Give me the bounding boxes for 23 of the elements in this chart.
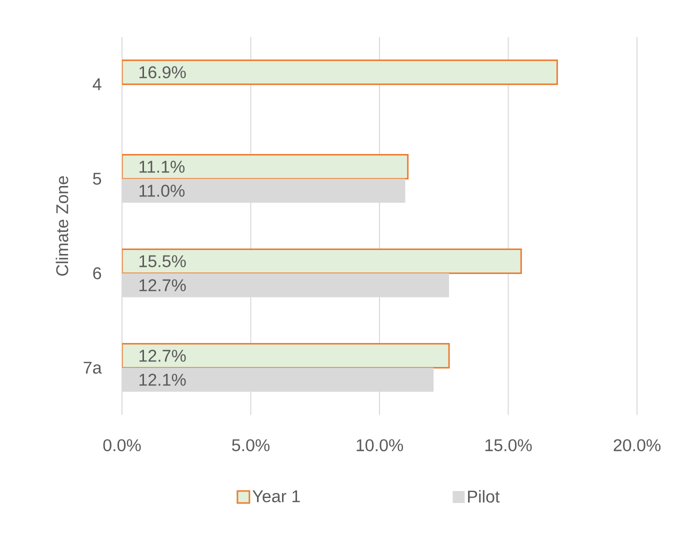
y-tick-label: 6 bbox=[93, 267, 102, 280]
y-tick-label: 5 bbox=[93, 172, 102, 185]
legend-label: Pilot bbox=[468, 490, 500, 503]
data-label: 12.7% bbox=[139, 279, 186, 292]
bar bbox=[122, 343, 450, 369]
data-label: 12.1% bbox=[139, 374, 186, 386]
data-label: 12.7% bbox=[139, 350, 186, 362]
legend-label: Year 1 bbox=[252, 490, 300, 502]
bar bbox=[122, 248, 522, 274]
y-tick-label: 7a bbox=[84, 362, 102, 374]
bar bbox=[122, 154, 409, 180]
data-label: 15.5% bbox=[139, 255, 186, 268]
y-tick-label: 4 bbox=[92, 78, 102, 90]
data-label: 11.1% bbox=[139, 160, 185, 173]
x-tick-label: 10.0% bbox=[356, 439, 403, 452]
bar bbox=[122, 60, 558, 86]
data-label: 16.9% bbox=[139, 66, 186, 78]
x-tick-label: 5.0% bbox=[232, 439, 270, 452]
x-tick-label: 0.0% bbox=[103, 439, 141, 452]
x-tick-label: 20.0% bbox=[614, 439, 661, 452]
data-label: 11.0% bbox=[139, 184, 185, 197]
x-tick-label: 15.0% bbox=[485, 439, 532, 452]
y-axis-title: Climate Zone bbox=[56, 176, 68, 276]
